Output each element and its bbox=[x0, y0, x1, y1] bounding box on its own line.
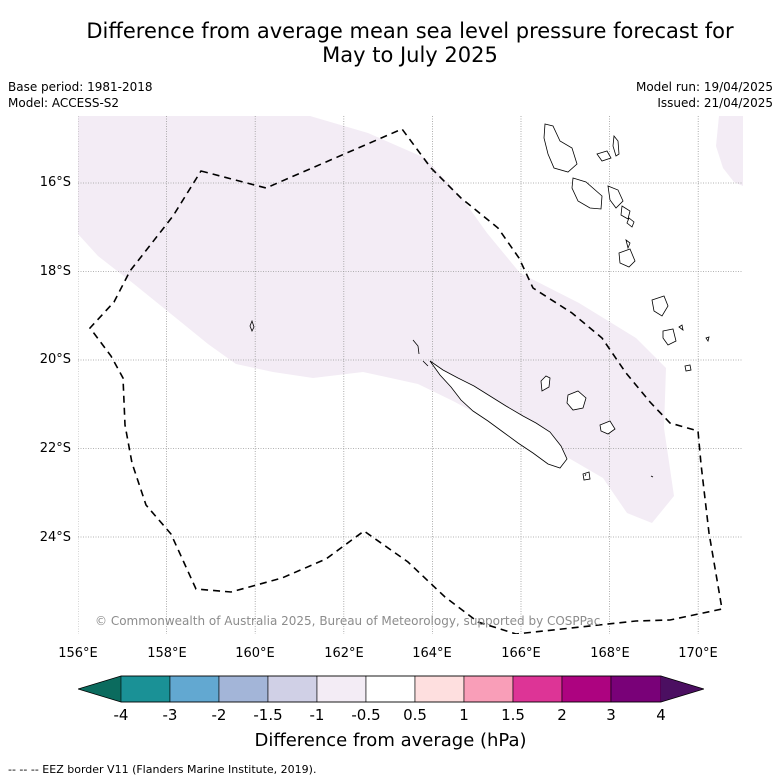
loyalty-island-lifou bbox=[566, 390, 587, 411]
lon-label-170e: 170°E bbox=[678, 646, 718, 661]
cbar-tick-11: 4 bbox=[656, 706, 666, 724]
colorbar-extend-high bbox=[661, 676, 704, 702]
meta-left: Base period: 1981-2018 Model: ACCESS-S2 bbox=[8, 79, 153, 111]
cbar-tick-10: 3 bbox=[606, 706, 616, 724]
cbar-seg-8 bbox=[463, 675, 514, 703]
base-period: Base period: 1981-2018 bbox=[8, 80, 153, 94]
colorbar-label: Difference from average (hPa) bbox=[254, 730, 527, 751]
lat-label-18s: 18°S bbox=[39, 264, 71, 279]
cbar-seg-10 bbox=[561, 675, 612, 703]
vanuatu-islands bbox=[543, 123, 710, 478]
lat-label-16s: 16°S bbox=[39, 175, 71, 190]
issued-date: Issued: 21/04/2025 bbox=[657, 96, 773, 110]
colorbar bbox=[76, 675, 706, 709]
cbar-tick-1: -3 bbox=[162, 706, 178, 724]
chesterfield-islet bbox=[249, 319, 255, 332]
lon-label-160e: 160°E bbox=[235, 646, 275, 661]
lat-label-24s: 24°S bbox=[39, 530, 71, 545]
pressure-anomaly-shading bbox=[78, 116, 674, 523]
colorbar-extend-low bbox=[78, 676, 121, 702]
cbar-seg-9 bbox=[512, 675, 563, 703]
new-caledonia-island bbox=[429, 360, 568, 469]
cbar-tick-9: 2 bbox=[557, 706, 567, 724]
cbar-seg-2 bbox=[169, 675, 220, 703]
cbar-seg-5 bbox=[316, 675, 367, 703]
eez-legend: -- -- -- EEZ border V11 (Flanders Marine… bbox=[8, 763, 317, 776]
loyalty-island-mare bbox=[599, 420, 616, 435]
title-line-2: May to July 2025 bbox=[322, 43, 498, 67]
lon-label-156e: 156°E bbox=[58, 646, 98, 661]
cbar-tick-2: -2 bbox=[211, 706, 227, 724]
cbar-tick-8: 1.5 bbox=[501, 706, 525, 724]
map-title: Difference from average mean sea level p… bbox=[40, 19, 780, 67]
cbar-seg-7 bbox=[414, 675, 465, 703]
cbar-seg-3 bbox=[218, 675, 269, 703]
lat-label-20s: 20°S bbox=[39, 352, 71, 367]
colorbar-svg bbox=[76, 675, 706, 703]
cbar-seg-1 bbox=[120, 675, 171, 703]
cbar-tick-3: -1.5 bbox=[253, 706, 283, 724]
cbar-seg-6 bbox=[365, 675, 416, 703]
cbar-seg-4 bbox=[267, 675, 318, 703]
loyalty-island-ouvea bbox=[540, 375, 551, 392]
lon-label-164e: 164°E bbox=[412, 646, 452, 661]
copyright-notice: © Commonwealth of Australia 2025, Bureau… bbox=[95, 614, 601, 628]
map-svg bbox=[78, 116, 743, 634]
title-line-1: Difference from average mean sea level p… bbox=[86, 19, 734, 43]
lon-label-168e: 168°E bbox=[590, 646, 630, 661]
eez-border bbox=[88, 128, 723, 634]
cbar-tick-0: -4 bbox=[113, 706, 129, 724]
meta-right: Model run: 19/04/2025 Issued: 21/04/2025 bbox=[636, 79, 773, 111]
model-name: Model: ACCESS-S2 bbox=[8, 96, 120, 110]
lon-label-158e: 158°E bbox=[147, 646, 187, 661]
isle-of-pines bbox=[582, 471, 591, 481]
cbar-tick-4: -1 bbox=[309, 706, 325, 724]
colorbar-segments bbox=[120, 675, 662, 703]
lat-label-22s: 22°S bbox=[39, 441, 71, 456]
cbar-tick-6: 0.5 bbox=[403, 706, 427, 724]
graticule bbox=[78, 116, 743, 634]
lon-label-162e: 162°E bbox=[324, 646, 364, 661]
belep-islands bbox=[412, 339, 429, 367]
cbar-tick-7: 1 bbox=[459, 706, 469, 724]
cbar-tick-5: -0.5 bbox=[351, 706, 381, 724]
cbar-seg-11 bbox=[610, 675, 662, 703]
pressure-anomaly-shading-east bbox=[716, 116, 743, 186]
map-area bbox=[78, 116, 743, 634]
model-run: Model run: 19/04/2025 bbox=[635, 80, 773, 94]
lon-label-166e: 166°E bbox=[501, 646, 541, 661]
